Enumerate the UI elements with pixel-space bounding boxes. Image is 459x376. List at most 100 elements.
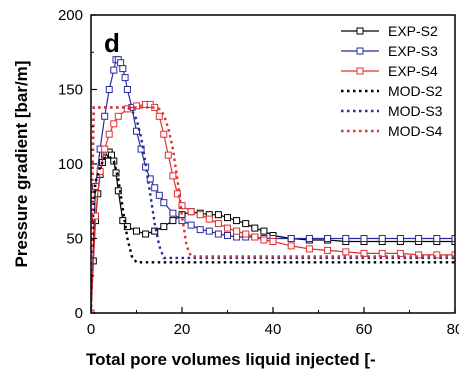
data-point-exp-s4 (105, 130, 113, 138)
data-point-exp-s4 (342, 248, 350, 256)
data-point-exp-s4 (378, 249, 386, 257)
legend-label-exp-s4: EXP-S4 (388, 63, 438, 79)
x-tick-label: 80 (447, 321, 459, 338)
y-tick-label: 0 (75, 305, 83, 322)
data-point-exp-s3 (396, 235, 404, 242)
x-tick-label: 40 (265, 321, 282, 338)
data-point-exp-s4 (269, 238, 277, 245)
series-line-mod-s4 (91, 106, 455, 313)
legend-label-mod-s2: MOD-S2 (388, 83, 443, 99)
data-point-exp-s2 (169, 217, 177, 225)
data-point-exp-s3 (160, 199, 168, 207)
data-point-exp-s3 (110, 66, 118, 74)
data-point-exp-s4 (433, 251, 441, 259)
data-point-exp-s4 (173, 190, 181, 198)
data-point-exp-s3 (187, 221, 195, 229)
data-point-exp-s4 (123, 105, 131, 113)
data-point-exp-s3 (342, 235, 350, 242)
y-tick-label: 200 (58, 7, 83, 24)
data-point-exp-s3 (360, 235, 368, 242)
data-point-exp-s3 (117, 59, 125, 67)
data-point-exp-s2 (151, 227, 159, 235)
data-point-exp-s3 (233, 233, 241, 241)
data-point-exp-s3 (146, 175, 154, 183)
legend-label-exp-s3: EXP-S3 (388, 43, 438, 59)
data-point-exp-s4 (451, 251, 455, 259)
data-point-exp-s3 (121, 74, 129, 82)
data-point-exp-s2 (160, 223, 168, 231)
ticks-layer: 0 20 40 60 80 0 50 100 150 200 (58, 7, 459, 338)
panel-label: d (104, 28, 120, 58)
series-line-mod-s2 (91, 155, 455, 313)
data-point-exp-s4 (242, 230, 250, 238)
data-point-exp-s3 (287, 235, 295, 242)
x-axis-title: Total pore volumes liquid injected [- (86, 350, 376, 369)
x-tick-label: 60 (356, 321, 373, 338)
legend-marker-exp-s4 (356, 67, 364, 75)
data-point-exp-s3 (305, 235, 313, 242)
data-point-exp-s2 (214, 211, 222, 219)
data-point-exp-s3 (105, 86, 113, 93)
data-point-exp-s4 (133, 102, 140, 110)
data-point-exp-s3 (137, 145, 145, 153)
data-point-exp-s3 (378, 235, 386, 242)
data-point-exp-s3 (324, 235, 332, 242)
data-point-exp-s4 (396, 249, 404, 257)
data-point-exp-s2 (133, 227, 140, 235)
data-point-exp-s4 (415, 251, 423, 259)
data-point-exp-s4 (164, 151, 172, 159)
y-tick-label: 50 (66, 231, 83, 248)
data-point-exp-s4 (287, 242, 295, 250)
data-point-exp-s3 (433, 235, 441, 242)
data-point-exp-s4 (251, 233, 259, 241)
data-point-exp-s3 (415, 235, 423, 242)
data-point-exp-s4 (110, 120, 118, 128)
data-point-exp-s2 (142, 230, 150, 238)
data-point-exp-s2 (233, 217, 241, 225)
legend-marker-exp-s3 (356, 47, 364, 55)
x-tick-label: 0 (87, 321, 95, 338)
data-point-exp-s4 (160, 130, 168, 138)
data-point-exp-s3 (169, 209, 177, 217)
data-point-exp-s3 (451, 235, 455, 242)
legend-label-mod-s3: MOD-S3 (388, 103, 443, 119)
data-point-exp-s2 (242, 220, 250, 228)
data-point-exp-s3 (133, 127, 140, 135)
data-point-exp-s3 (155, 191, 163, 199)
data-point-exp-s4 (169, 172, 177, 180)
series-layer (91, 56, 455, 313)
data-point-exp-s3 (205, 227, 213, 235)
data-point-exp-s4 (151, 103, 159, 111)
y-axis-title: Pressure gradient [bar/m] (12, 61, 31, 268)
data-point-exp-s4 (224, 224, 231, 232)
data-point-exp-s4 (114, 112, 122, 120)
data-point-exp-s4 (324, 246, 332, 254)
data-point-exp-s3 (214, 230, 222, 238)
data-point-exp-s4 (187, 208, 195, 216)
x-tick-label: 20 (174, 321, 191, 338)
data-point-exp-s3 (123, 86, 131, 93)
y-tick-label: 100 (58, 156, 83, 173)
data-point-exp-s3 (119, 65, 127, 73)
legend: EXP-S2 EXP-S3 EXP-S4 MOD-S2 MOD-S3 MOD-S4 (341, 23, 443, 139)
data-point-exp-s4 (91, 309, 95, 313)
data-point-exp-s4 (196, 211, 204, 219)
data-point-exp-s3 (224, 232, 231, 239)
data-point-exp-s2 (260, 227, 268, 235)
legend-label-exp-s2: EXP-S2 (388, 23, 438, 39)
data-point-exp-s4 (260, 236, 268, 244)
data-point-exp-s4 (214, 220, 222, 228)
data-point-exp-s4 (101, 145, 109, 153)
legend-marker-exp-s2 (356, 27, 364, 35)
data-point-exp-s4 (205, 215, 213, 223)
data-point-exp-s2 (251, 224, 259, 232)
y-tick-label: 150 (58, 82, 83, 99)
legend-label-mod-s4: MOD-S4 (388, 123, 443, 139)
data-point-exp-s3 (196, 226, 204, 234)
data-point-exp-s3 (101, 112, 109, 120)
data-point-exp-s4 (178, 202, 186, 210)
data-point-exp-s4 (155, 112, 163, 120)
data-point-exp-s4 (360, 249, 368, 257)
